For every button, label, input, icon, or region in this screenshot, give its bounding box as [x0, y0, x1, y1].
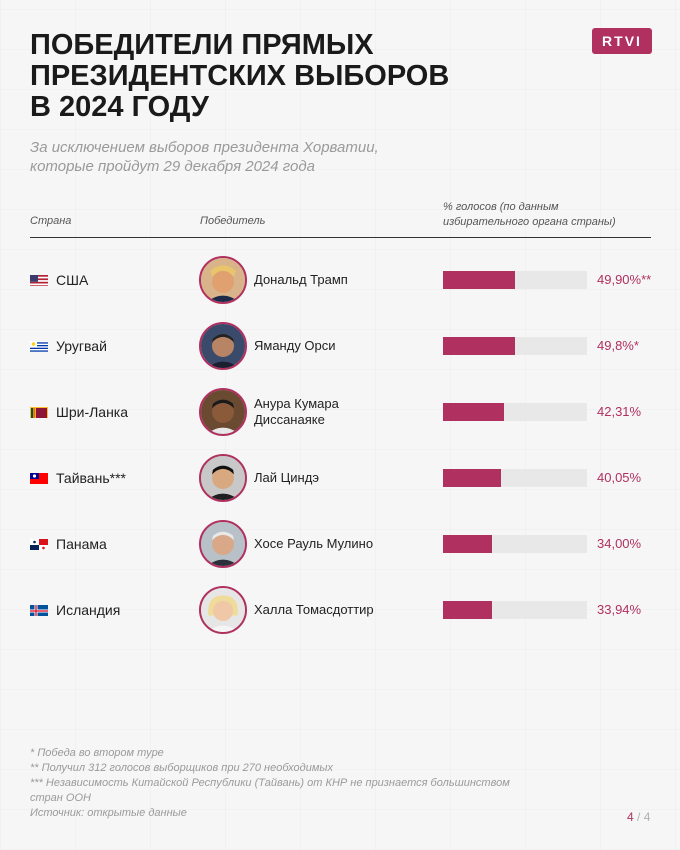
- bar: [443, 271, 515, 289]
- column-header-percent: % голосов (по данным избирательного орга…: [443, 200, 663, 230]
- value-label: 49,8%*: [597, 338, 639, 353]
- country-label: Тайвань***: [56, 470, 126, 486]
- header-divider: [30, 237, 651, 238]
- bar-track: [443, 535, 587, 553]
- footnote: ** Получил 312 голосов выборщиков при 27…: [30, 762, 333, 774]
- column-header-percent-line: избирательного органа страны): [443, 216, 616, 228]
- page-separator: /: [637, 810, 641, 824]
- winner-name: Халла Томасдоттир: [254, 602, 434, 618]
- taiwan-flag-icon: [30, 472, 48, 484]
- table-row: США Дональд Трамп 49,90%**: [0, 256, 680, 306]
- bar-track: [443, 271, 587, 289]
- source-note: Источник: открытые данные: [30, 807, 187, 819]
- title-line: В 2024 ГОДУ: [30, 91, 209, 123]
- country-label: Панама: [56, 536, 107, 552]
- country-label: Исландия: [56, 602, 121, 618]
- winner-portrait: [199, 256, 247, 304]
- country-label: Шри-Ланка: [56, 404, 129, 420]
- title-line: ПОБЕДИТЕЛИ ПРЯМЫХ: [30, 29, 374, 61]
- value-label: 49,90%**: [597, 272, 652, 287]
- footnote: * Победа во втором туре: [30, 747, 164, 759]
- table-row: Исландия Халла Томасдоттир 33,94%: [0, 586, 680, 636]
- page-total: 4: [643, 810, 651, 824]
- page-title: ПОБЕДИТЕЛИ ПРЯМЫХ ПРЕЗИДЕНТСКИХ ВЫБОРОВ …: [30, 30, 550, 123]
- table-row: Тайвань*** Лай Циндэ 40,05%: [0, 454, 680, 504]
- bar: [443, 535, 492, 553]
- winner-name-line: Лай Циндэ: [254, 470, 320, 485]
- value-label: 40,05%: [597, 470, 642, 485]
- panama-flag-icon: [30, 538, 48, 550]
- winner-name-line: Халла Томасдоттир: [254, 602, 374, 617]
- winner-portrait: [199, 454, 247, 502]
- column-header-percent-line: % голосов (по данным: [443, 201, 559, 213]
- bar: [443, 403, 504, 421]
- page-subtitle: За исключением выборов президента Хорват…: [30, 138, 450, 176]
- column-header-winner: Победитель: [200, 215, 266, 227]
- footnote: *** Независимость Китайской Республики (…: [30, 777, 510, 789]
- winner-name-line: Диссанаяке: [254, 412, 325, 427]
- bar: [443, 469, 501, 487]
- table-row: Шри-Ланка Анура Кумара Диссанаяке 42,31%: [0, 388, 680, 438]
- bar-track: [443, 469, 587, 487]
- country-label: Уругвай: [56, 338, 107, 354]
- footnote: стран ООН: [30, 792, 91, 804]
- subtitle-line: За исключением выборов президента Хорват…: [30, 139, 379, 156]
- bar-track: [443, 337, 587, 355]
- rtvi-logo: RTVI: [592, 28, 652, 54]
- winner-name: Лай Циндэ: [254, 470, 434, 486]
- value-label: 33,94%: [597, 602, 642, 617]
- winner-name: Дональд Трамп: [254, 272, 434, 288]
- country-label: США: [56, 272, 89, 288]
- bar-track: [443, 403, 587, 421]
- iceland-flag-icon: [30, 604, 48, 616]
- winner-portrait: [199, 520, 247, 568]
- subtitle-line: которые пройдут 29 декабря 2024 года: [30, 158, 315, 175]
- us-flag-icon: [30, 274, 48, 286]
- page-indicator: 4 / 4: [627, 810, 650, 824]
- winner-name: Хосе Рауль Мулино: [254, 536, 434, 552]
- value-label: 42,31%: [597, 404, 642, 419]
- value-label: 34,00%: [597, 536, 642, 551]
- winner-name: Яманду Орси: [254, 338, 434, 354]
- winner-portrait: [199, 388, 247, 436]
- winner-name-line: Яманду Орси: [254, 338, 336, 353]
- winner-name-line: Анура Кумара: [254, 396, 339, 411]
- bar: [443, 601, 492, 619]
- winner-portrait: [199, 322, 247, 370]
- winner-name-line: Хосе Рауль Мулино: [254, 536, 374, 551]
- table-row: Уругвай Яманду Орси 49,8%*: [0, 322, 680, 372]
- winner-name: Анура Кумара Диссанаяке: [254, 396, 434, 428]
- title-line: ПРЕЗИДЕНТСКИХ ВЫБОРОВ: [30, 60, 450, 92]
- bar-track: [443, 601, 587, 619]
- table-row: Панама Хосе Рауль Мулино 34,00%: [0, 520, 680, 570]
- sri-lanka-flag-icon: [30, 406, 48, 418]
- column-header-country: Страна: [30, 215, 72, 227]
- page-current: 4: [627, 810, 634, 824]
- uruguay-flag-icon: [30, 340, 48, 352]
- winner-name-line: Дональд Трамп: [254, 272, 348, 287]
- footnotes: * Победа во втором туре ** Получил 312 г…: [30, 746, 590, 821]
- winner-portrait: [199, 586, 247, 634]
- bar: [443, 337, 515, 355]
